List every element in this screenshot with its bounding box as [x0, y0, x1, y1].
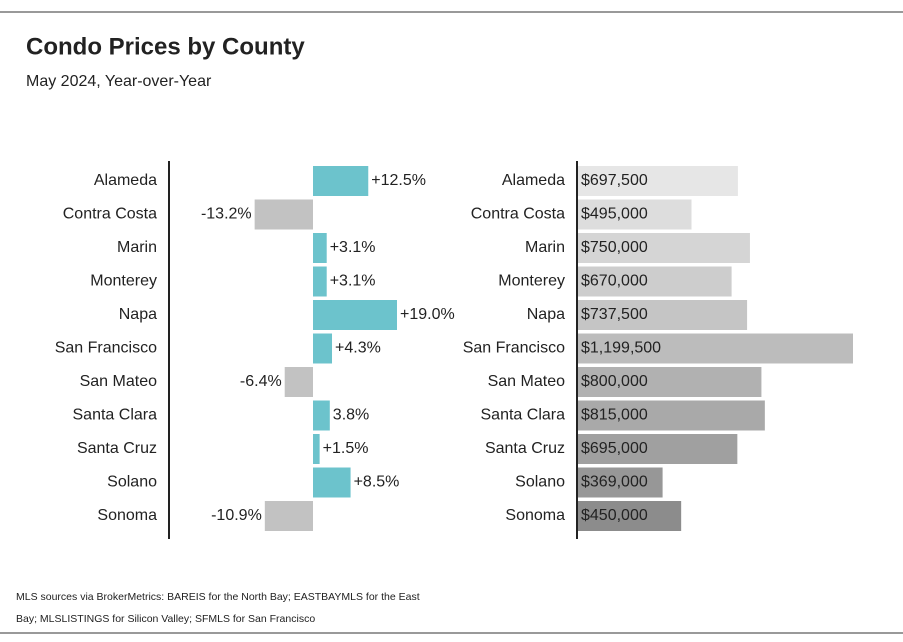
value-label: +19.0%	[400, 306, 455, 323]
bar	[254, 199, 313, 230]
bar	[578, 467, 663, 498]
category-label: Monterey	[498, 273, 565, 290]
bar	[313, 434, 320, 464]
value-label: -10.9%	[211, 507, 262, 524]
category-label: Santa Clara	[481, 407, 566, 424]
category-label: San Francisco	[463, 340, 565, 357]
source-note: Bay; MLSLISTINGS for Silicon Valley; SFM…	[16, 613, 315, 625]
category-label: Sonoma	[97, 507, 157, 524]
value-label: $1,199,500	[581, 340, 661, 357]
value-label: $815,000	[581, 407, 648, 424]
category-label: Monterey	[90, 273, 157, 290]
bar	[313, 333, 333, 364]
value-label: -13.2%	[201, 206, 252, 223]
value-label: $450,000	[581, 507, 648, 524]
bar	[313, 467, 351, 498]
bar	[313, 400, 330, 431]
value-label: +8.5%	[354, 474, 400, 491]
category-label: Santa Cruz	[485, 440, 565, 457]
chart-subtitle: May 2024, Year-over-Year	[26, 73, 212, 90]
bar	[264, 501, 313, 531]
bar	[313, 233, 327, 263]
bar	[578, 434, 738, 464]
category-label: Solano	[107, 474, 157, 491]
value-label: $800,000	[581, 373, 648, 390]
bar	[578, 367, 762, 397]
value-label: $737,500	[581, 306, 648, 323]
category-label: Marin	[525, 239, 565, 256]
value-label: $750,000	[581, 239, 648, 256]
value-label: $670,000	[581, 273, 648, 290]
value-label: +3.1%	[330, 239, 376, 256]
category-label: San Mateo	[80, 373, 157, 390]
category-label: Alameda	[94, 172, 157, 189]
category-label: Solano	[515, 474, 565, 491]
bar	[578, 400, 765, 431]
value-label: +1.5%	[323, 440, 369, 457]
category-label: Napa	[119, 306, 157, 323]
category-label: Marin	[117, 239, 157, 256]
bar	[578, 501, 682, 531]
value-label: +3.1%	[330, 273, 376, 290]
category-label: Napa	[527, 306, 565, 323]
category-label: Sonoma	[505, 507, 565, 524]
bar	[578, 166, 738, 196]
value-label: $495,000	[581, 206, 648, 223]
bar	[313, 300, 397, 330]
category-label: Santa Cruz	[77, 440, 157, 457]
category-label: Santa Clara	[73, 407, 158, 424]
bar	[284, 367, 313, 397]
bar	[578, 266, 732, 297]
category-label: San Mateo	[488, 373, 565, 390]
value-label: +4.3%	[335, 340, 381, 357]
bar	[578, 300, 748, 330]
bar	[578, 199, 692, 230]
category-label: Alameda	[502, 172, 565, 189]
value-label: +12.5%	[371, 172, 426, 189]
value-label: $695,000	[581, 440, 648, 457]
value-label: 3.8%	[333, 407, 369, 424]
bar	[578, 233, 750, 263]
chart-title: Condo Prices by County	[26, 33, 305, 60]
value-label: $697,500	[581, 172, 648, 189]
category-label: San Francisco	[55, 340, 157, 357]
source-note: MLS sources via BrokerMetrics: BAREIS fo…	[16, 591, 420, 603]
category-label: Contra Costa	[471, 206, 565, 223]
bar	[313, 166, 369, 196]
value-label: $369,000	[581, 474, 648, 491]
bar	[578, 333, 853, 364]
bar	[313, 266, 327, 297]
value-label: -6.4%	[240, 373, 282, 390]
category-label: Contra Costa	[63, 206, 157, 223]
